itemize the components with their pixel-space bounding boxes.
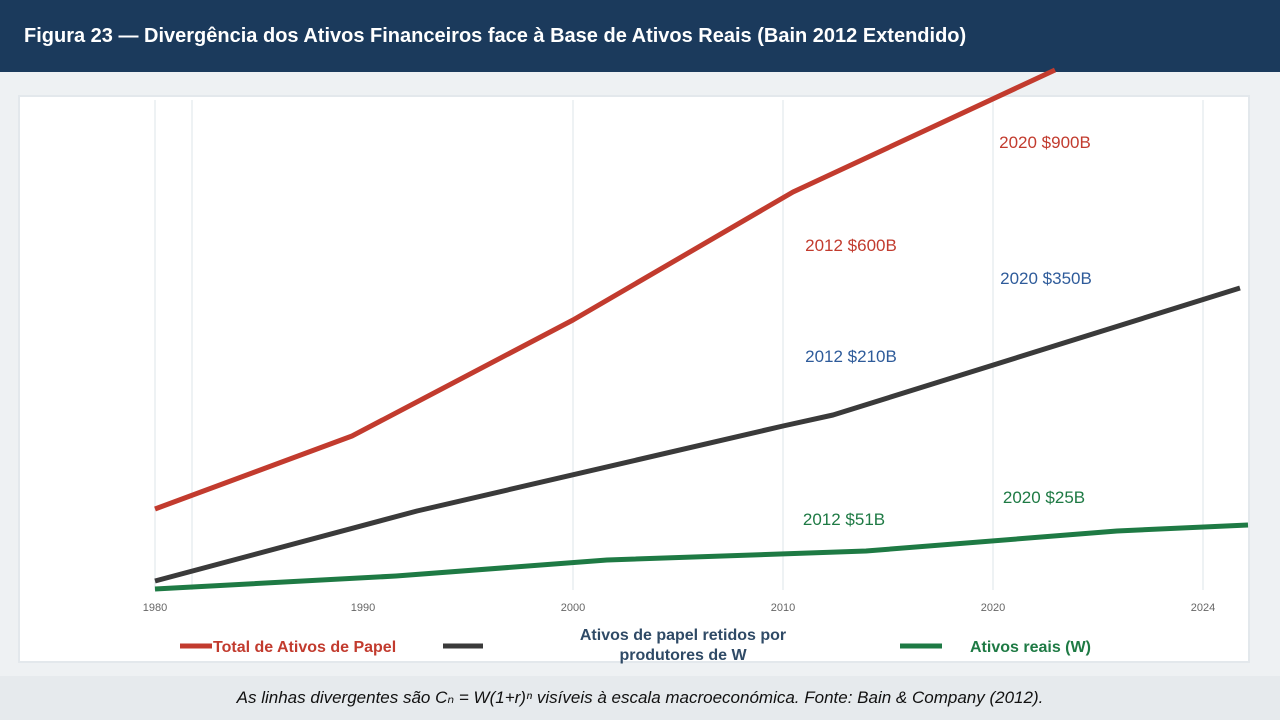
annotations: 2020 $900B 2012 $600B 2020 $350B 2012 $210B… <box>803 133 1092 529</box>
legend-label-real: Ativos reais (W) <box>970 639 1091 656</box>
x-tick-label: 1990 <box>351 602 375 614</box>
series-line-1 <box>154 285 1241 584</box>
x-tick-label: 2010 <box>771 602 795 614</box>
data-label: 2012 $210B <box>805 347 897 366</box>
caption: As linhas divergentes são Cₙ = W(1+r)ⁿ v… <box>0 676 1280 720</box>
x-tick-label: 2020 <box>981 602 1005 614</box>
chart-panel <box>18 95 1250 663</box>
legend: Total de Ativos de Papel Ativos de papel … <box>180 627 1091 664</box>
legend-label-retained: Ativos de papel retidos por produtores de… <box>580 627 786 664</box>
grid-lines <box>154 100 1204 590</box>
x-tick-label: 2024 <box>1191 602 1215 614</box>
data-label: 2012 $600B <box>805 236 897 255</box>
x-axis-ticks: 1980 1990 2000 2010 2020 2024 <box>143 602 1215 614</box>
x-tick-label: 1980 <box>143 602 167 614</box>
data-label: 2020 $350B <box>1000 269 1092 288</box>
data-label: 2012 $51B <box>803 510 885 529</box>
x-tick-label: 2000 <box>561 602 585 614</box>
data-label: 2020 $25B <box>1003 488 1085 507</box>
series-line-0 <box>154 67 1057 512</box>
figure-title: Figura 23 — Divergência dos Ativos Finan… <box>0 0 1280 72</box>
series-lines <box>154 67 1249 592</box>
line-chart: 1980 1990 2000 2010 2020 2024 2020 $900B 2012 … <box>143 67 1249 664</box>
data-label: 2020 $900B <box>999 133 1091 152</box>
legend-label-total: Total de Ativos de Papel <box>213 639 396 656</box>
series-line-2 <box>154 522 1249 592</box>
